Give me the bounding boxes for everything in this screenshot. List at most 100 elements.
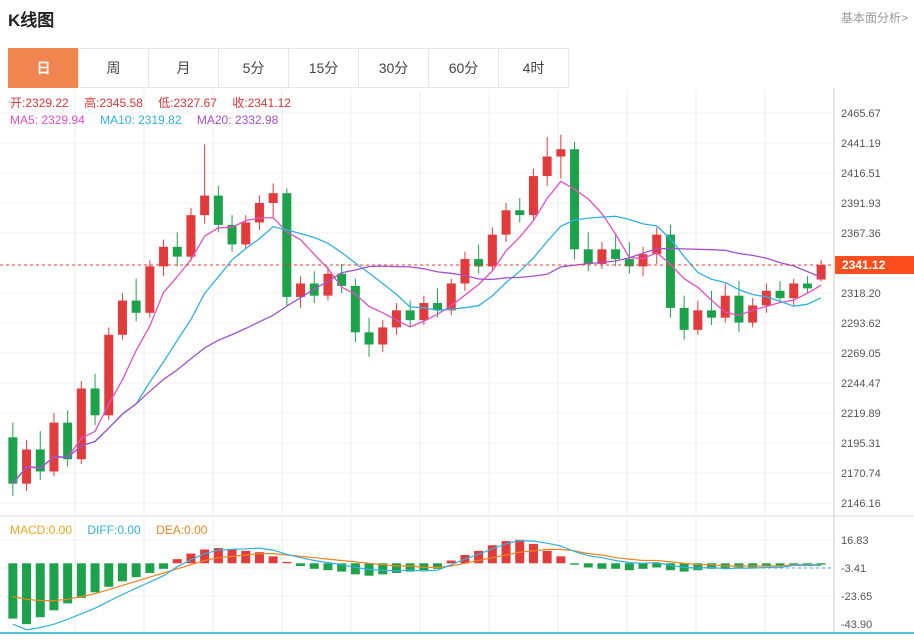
macd-bar [624, 563, 634, 571]
candle-body [268, 193, 278, 203]
candle-body [49, 422, 59, 472]
timeframe-tabs: 日周月 5分 15分 30分 60分 4时 [8, 48, 569, 88]
open-label: 开: [10, 96, 26, 110]
candle-body [433, 303, 443, 311]
macd-bar [241, 550, 251, 564]
candle-body [556, 149, 566, 157]
ma10-label: MA10: [100, 113, 135, 127]
y-axis-label: 2293.62 [841, 318, 881, 330]
high-label: 高: [84, 96, 100, 110]
macd-bar [378, 563, 388, 575]
candle-body [679, 307, 689, 330]
timeframe-tab-7[interactable]: 60分 [428, 48, 499, 88]
dea-value: 0.00 [184, 523, 208, 537]
current-price-tag-value: 2341.12 [842, 258, 886, 272]
macd-bar [583, 563, 593, 568]
candle-body [378, 327, 388, 345]
ohlc-legend: 开:2329.22 高:2345.58 低:2327.67 收:2341.12 [10, 94, 303, 111]
y-axis-label: 2318.20 [841, 288, 881, 300]
macd-bar [734, 563, 744, 568]
candle-body [528, 176, 538, 216]
candle-body [131, 300, 141, 313]
ma20-value: 2332.98 [234, 113, 279, 127]
candle-body [186, 215, 196, 257]
current-price-tag [835, 256, 914, 275]
timeframe-tab-1[interactable]: 日 [8, 48, 79, 88]
y-axis-label: 2416.51 [841, 168, 881, 180]
header: K线图 基本面分析> [0, 0, 914, 40]
macd-bar [131, 563, 141, 578]
macd-bar [433, 563, 443, 569]
candle-body [665, 234, 675, 308]
macd-bar [528, 543, 538, 564]
candle-body [323, 273, 333, 296]
low-label: 低: [158, 96, 174, 110]
candle-body [8, 437, 18, 484]
macd-bar [337, 563, 347, 572]
macd-bar [159, 563, 169, 569]
y-axis-label: 2146.16 [841, 498, 881, 510]
candle-body [583, 249, 593, 264]
y-axis-label: 2465.67 [841, 108, 881, 120]
timeframe-tab-2[interactable]: 周 [78, 48, 149, 88]
candle-body [296, 283, 306, 297]
macd-bar [570, 563, 580, 565]
kline-chart-canvas[interactable]: 2465.67 2441.19 2416.51 2391.93 2367.36 2318.… [0, 88, 914, 644]
macd-bar [556, 556, 566, 564]
timeframe-tab-5[interactable]: 15分 [288, 48, 359, 88]
macd-bar [90, 563, 100, 593]
dea-label: DEA: [156, 523, 185, 537]
candle-body [707, 310, 717, 318]
candle-body [474, 259, 484, 267]
candle-body [35, 449, 45, 472]
timeframe-tab-8[interactable]: 4时 [498, 48, 569, 88]
macd-bar [405, 563, 415, 572]
macd-bar [296, 563, 306, 567]
y-axis-label: 2391.93 [841, 198, 881, 210]
candle-body [227, 224, 237, 245]
macd-bar [8, 563, 18, 619]
macd-bar [22, 563, 32, 625]
macd-bar [76, 563, 86, 598]
candle-body [76, 388, 86, 460]
y-axis-label: 2170.74 [841, 468, 881, 480]
candle-body [720, 295, 730, 318]
macd-bar [446, 560, 456, 564]
candle-body [254, 202, 264, 223]
timeframe-tab-4[interactable]: 5分 [218, 48, 289, 88]
candle-body [419, 303, 429, 321]
candle-body [748, 305, 758, 323]
timeframe-tab-6[interactable]: 30分 [358, 48, 429, 88]
macd-bar [789, 563, 799, 565]
candle-body [570, 149, 580, 250]
ma-legend: MA5: 2329.94 MA10: 2319.82 MA20: 2332.98 [10, 113, 290, 127]
macd-axis-label: -43.90 [841, 619, 872, 631]
diff-line [12, 539, 822, 631]
macd-bar [775, 563, 785, 567]
page-title: K线图 [8, 11, 55, 30]
macd-bar [638, 563, 648, 569]
macd-bar [391, 563, 401, 573]
macd-bar [515, 539, 525, 564]
candle-body [487, 234, 497, 267]
ma20-line [12, 247, 822, 485]
macd-axis-label: -3.41 [841, 563, 866, 575]
candle-body [761, 290, 771, 306]
macd-bar [200, 549, 210, 564]
timeframe-tab-3[interactable]: 月 [148, 48, 219, 88]
macd-bar [693, 563, 703, 571]
macd-bar [597, 563, 607, 569]
macd-bar [611, 563, 621, 569]
macd-bar [665, 563, 675, 571]
candle-body [405, 310, 415, 321]
fundamental-analysis-link[interactable]: 基本面分析> [840, 11, 908, 25]
candle-body [63, 422, 73, 460]
candle-body [90, 388, 100, 416]
close-value: 2341.12 [247, 96, 291, 110]
macd-bar [186, 553, 196, 564]
candle-body [652, 234, 662, 255]
macd-label: MACD: [10, 523, 49, 537]
macd-bar [542, 550, 552, 564]
dea-line [12, 548, 822, 602]
ma20-label: MA20: [196, 113, 232, 127]
